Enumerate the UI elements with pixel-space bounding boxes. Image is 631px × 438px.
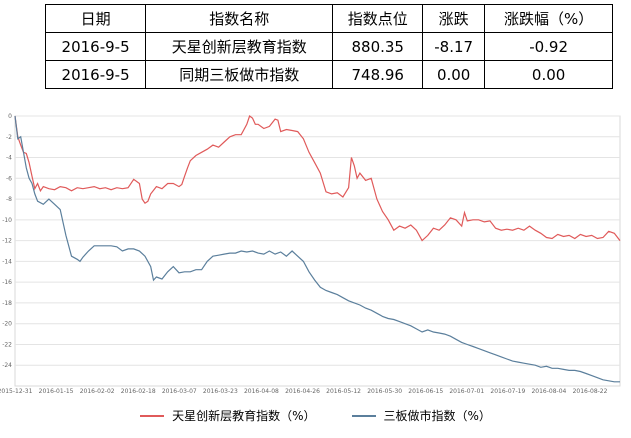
cell-change: -8.17 [422, 32, 486, 61]
cell-change-pct: 0.00 [484, 60, 613, 89]
cell-index-name: 天星创新层教育指数 [145, 32, 334, 61]
x-tick-label: 2016-03-23 [203, 388, 238, 395]
legend-item-series-2: 三板做市指数（%） [351, 407, 491, 424]
header-index-points: 指数点位 [332, 4, 424, 33]
y-tick-label: -4 [6, 155, 12, 162]
x-tick-label: 2016-04-26 [285, 388, 320, 395]
table-row: 2016-9-5 天星创新层教育指数 880.35 -8.17 -0.92 [44, 32, 613, 61]
x-tick-label: 2016-05-30 [367, 388, 402, 395]
x-tick-label: 2016-07-19 [490, 388, 525, 395]
y-tick-label: -6 [6, 175, 12, 182]
legend-swatch-series-1 [140, 414, 165, 417]
plot-area [14, 115, 621, 387]
x-tick-label: 2016-06-15 [408, 388, 443, 395]
y-tick-label: -8 [6, 196, 12, 203]
table-header-row: 日期 指数名称 指数点位 涨跌 涨跌幅（%） [44, 4, 613, 33]
y-tick-label: -20 [2, 321, 12, 328]
y-tick-label: -12 [2, 238, 12, 245]
header-index-name: 指数名称 [145, 4, 334, 33]
chart-legend: 天星创新层教育指数（%） 三板做市指数（%） [0, 407, 631, 424]
cell-index-points: 880.35 [332, 32, 424, 61]
x-tick-label: 2016-05-12 [326, 388, 361, 395]
legend-label-series-1: 天星创新层教育指数（%） [172, 409, 316, 423]
y-tick-label: -14 [2, 258, 12, 265]
table-row: 2016-9-5 同期三板做市指数 748.96 0.00 0.00 [44, 60, 613, 89]
series-line-1 [14, 115, 621, 242]
cell-date: 2016-9-5 [44, 60, 147, 89]
y-tick-label: -16 [2, 279, 12, 286]
legend-item-series-1: 天星创新层教育指数（%） [140, 407, 316, 424]
y-tick-label: -10 [2, 217, 12, 224]
legend-label-series-2: 三板做市指数（%） [383, 409, 491, 423]
line-chart: 0 -2 -4 -6 -8 -10 -12 -14 -16 -18 -20 -22 -24 2015-12… [0, 113, 621, 395]
index-table: 日期 指数名称 指数点位 涨跌 涨跌幅（%） 2016-9-5 天星创新层教育指… [44, 4, 613, 89]
x-tick-label: 2016-08-22 [573, 388, 608, 395]
x-tick-label: 2016-07-01 [449, 388, 484, 395]
x-tick-label: 2016-02-02 [80, 388, 115, 395]
header-change: 涨跌 [422, 4, 486, 33]
header-date: 日期 [44, 4, 147, 33]
series-line-2 [14, 115, 620, 383]
cell-change-pct: -0.92 [484, 32, 613, 61]
y-tick-label: -18 [2, 300, 12, 307]
cell-index-name: 同期三板做市指数 [145, 60, 334, 89]
y-tick-label: -2 [6, 134, 12, 141]
x-tick-label: 2016-04-08 [244, 388, 279, 395]
x-tick-label: 2016-03-07 [162, 388, 197, 395]
x-tick-label: 2015-12-31 [0, 388, 33, 395]
cell-index-points: 748.96 [332, 60, 424, 89]
cell-change: 0.00 [422, 60, 486, 89]
cell-date: 2016-9-5 [44, 32, 147, 61]
x-tick-label: 2016-01-15 [39, 388, 74, 395]
y-tick-label: 0 [8, 113, 12, 120]
x-tick-label: 2016-02-18 [121, 388, 156, 395]
y-tick-label: -24 [2, 362, 12, 369]
legend-swatch-series-2 [351, 414, 376, 417]
y-tick-label: -22 [2, 341, 12, 348]
x-tick-label: 2016-08-04 [531, 388, 566, 395]
header-change-pct: 涨跌幅（%） [484, 4, 613, 33]
